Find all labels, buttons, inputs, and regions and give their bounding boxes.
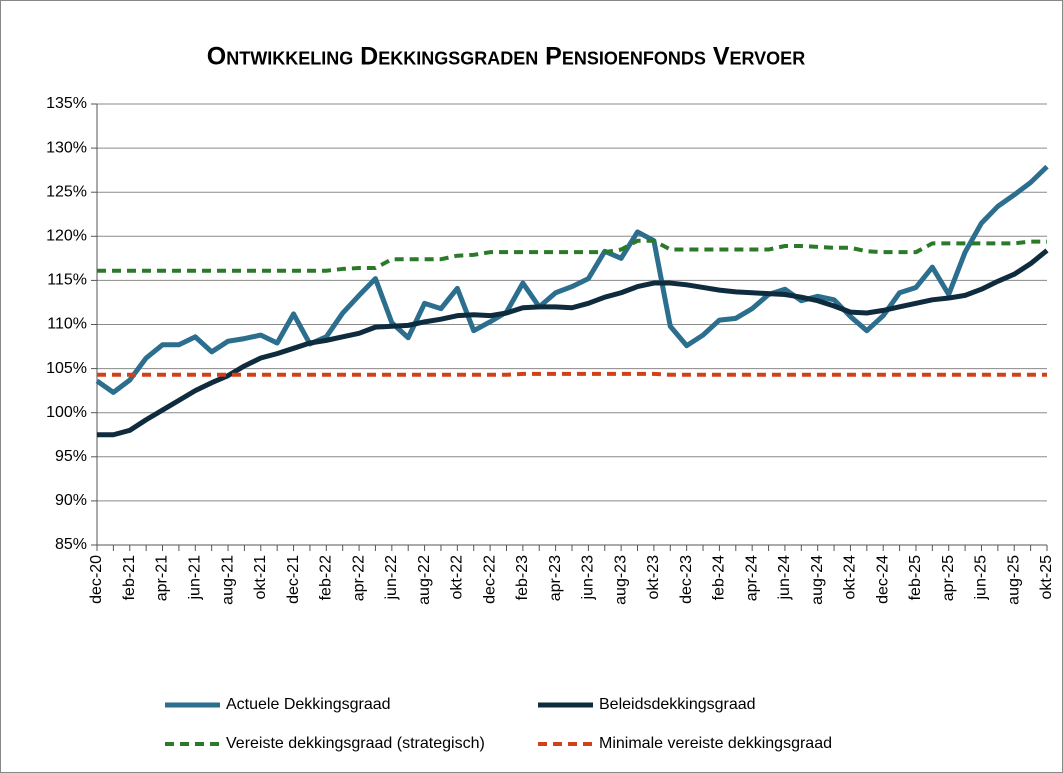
legend-label: Actuele Dekkingsgraad bbox=[226, 696, 391, 713]
x-tick-label: aug-22 bbox=[416, 555, 433, 605]
x-tick-label: aug-24 bbox=[809, 555, 826, 605]
x-tick-label: aug-23 bbox=[612, 555, 629, 605]
x-tick-label: jun-21 bbox=[186, 555, 203, 601]
y-tick-label: 135% bbox=[46, 95, 87, 112]
x-tick-label: dec-20 bbox=[88, 555, 105, 604]
x-tick-label: jun-25 bbox=[973, 555, 990, 601]
y-tick-label: 130% bbox=[46, 139, 87, 156]
series-line bbox=[97, 238, 1047, 273]
y-tick-label: 100% bbox=[46, 404, 87, 421]
x-tick-label: okt-24 bbox=[842, 555, 859, 600]
x-tick-label: apr-24 bbox=[743, 555, 760, 601]
x-tick-label: okt-22 bbox=[449, 555, 466, 600]
legend-label: Beleidsdekkingsgraad bbox=[599, 696, 756, 713]
x-tick-label: okt-25 bbox=[1038, 555, 1055, 600]
x-tick-label: apr-21 bbox=[154, 555, 171, 601]
chart-title: Ontwikkeling Dekkingsgraden Pensioenfond… bbox=[207, 43, 805, 71]
y-tick-label: 90% bbox=[55, 492, 87, 509]
x-tick-label: feb-22 bbox=[318, 555, 335, 600]
y-tick-label: 125% bbox=[46, 183, 87, 200]
y-tick-label: 120% bbox=[46, 228, 87, 245]
x-tick-label: jun-22 bbox=[383, 555, 400, 601]
y-tick-label: 85% bbox=[55, 536, 87, 553]
series-line bbox=[97, 371, 1047, 377]
x-tick-label: aug-25 bbox=[1005, 555, 1022, 605]
series-line bbox=[97, 248, 1049, 438]
x-tick-label: dec-24 bbox=[874, 555, 891, 604]
y-tick-label: 105% bbox=[46, 360, 87, 377]
y-tick-label: 110% bbox=[47, 316, 87, 333]
x-tick-label: dec-23 bbox=[678, 555, 695, 604]
legend-label: Vereiste dekkingsgraad (strategisch) bbox=[226, 735, 485, 752]
x-tick-label: apr-23 bbox=[547, 555, 564, 601]
x-tick-label: jun-24 bbox=[776, 555, 793, 601]
legend-label: Minimale vereiste dekkingsgraad bbox=[599, 735, 832, 752]
x-tick-label: feb-25 bbox=[907, 555, 924, 600]
x-tick-label: feb-21 bbox=[121, 555, 138, 600]
x-tick-label: dec-21 bbox=[285, 555, 302, 604]
x-tick-label: apr-25 bbox=[940, 555, 957, 601]
x-tick-label: feb-23 bbox=[514, 555, 531, 600]
x-tick-label: feb-24 bbox=[711, 555, 728, 600]
x-tick-label: dec-22 bbox=[481, 555, 498, 604]
y-tick-label: 95% bbox=[55, 448, 87, 465]
x-tick-label: apr-22 bbox=[350, 555, 367, 601]
y-tick-label: 115% bbox=[47, 272, 87, 289]
x-tick-label: okt-21 bbox=[252, 555, 269, 600]
x-tick-label: jun-23 bbox=[580, 555, 597, 601]
x-tick-label: okt-23 bbox=[645, 555, 662, 600]
x-tick-label: aug-21 bbox=[219, 555, 236, 605]
